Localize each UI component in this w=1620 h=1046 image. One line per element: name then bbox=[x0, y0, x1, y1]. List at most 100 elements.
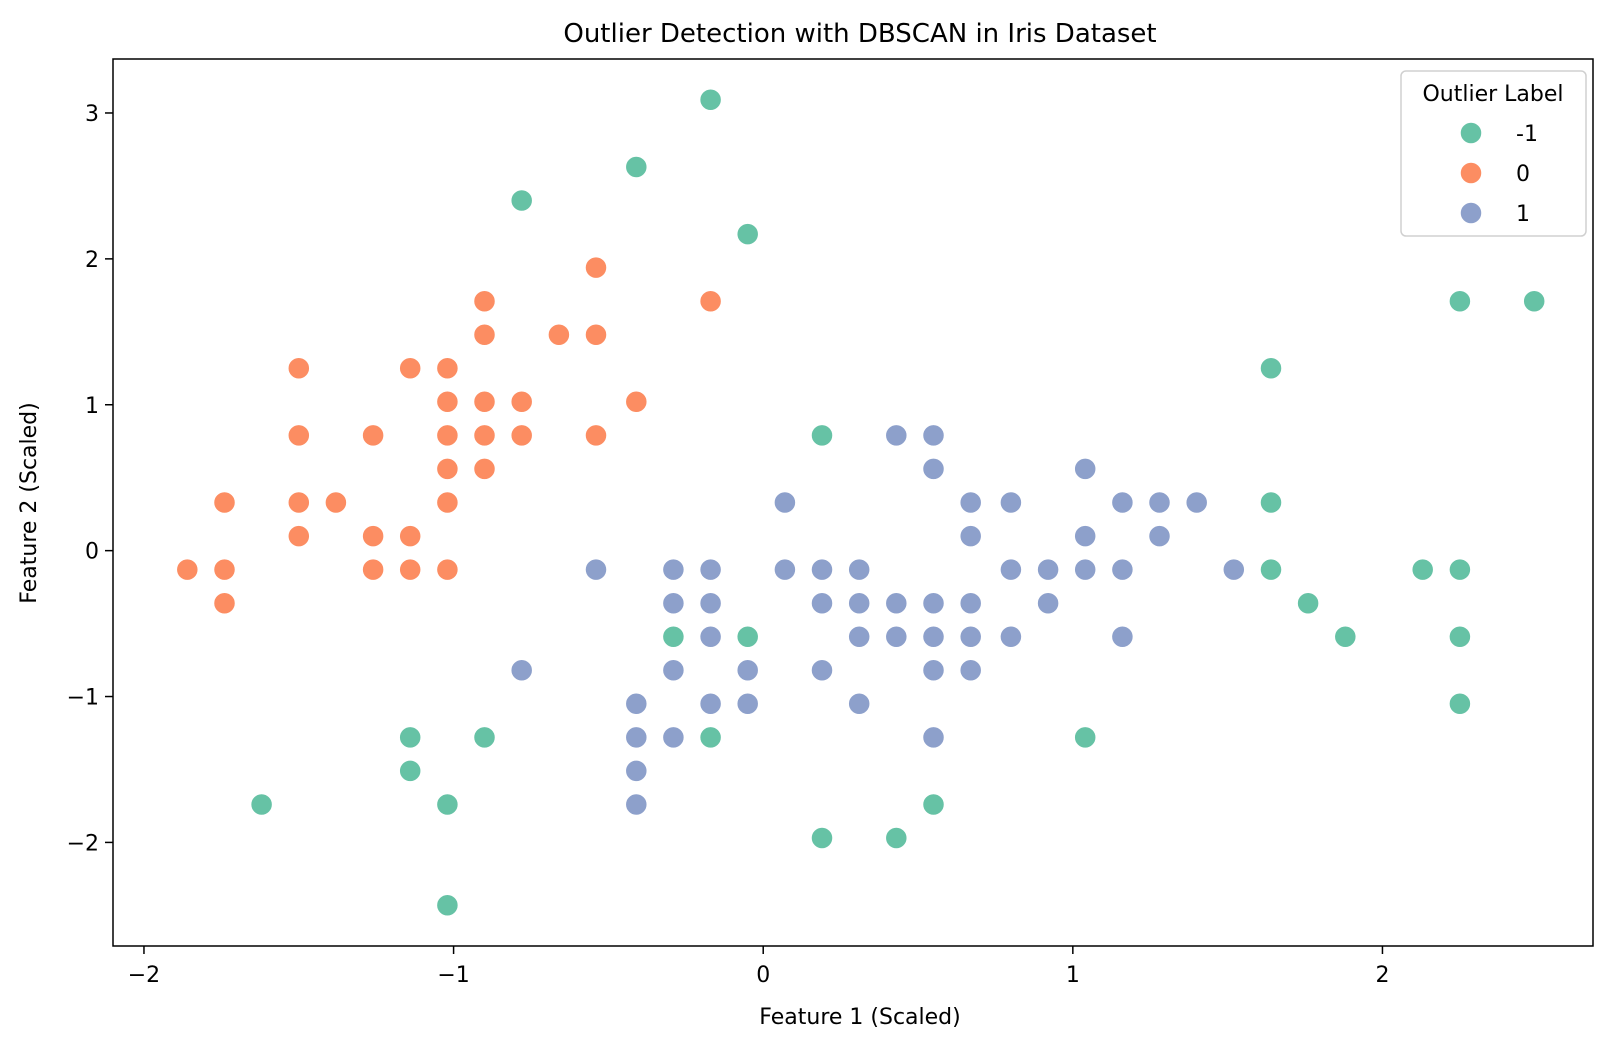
data-point bbox=[509, 390, 534, 414]
x-tick-label: 0 bbox=[756, 963, 770, 988]
data-point bbox=[287, 356, 311, 381]
data-point bbox=[1259, 490, 1283, 515]
data-point bbox=[810, 658, 834, 683]
data-point bbox=[472, 457, 497, 481]
data-point bbox=[398, 557, 422, 582]
data-point bbox=[661, 591, 686, 615]
data-point bbox=[584, 322, 608, 347]
data-point bbox=[1110, 490, 1135, 515]
data-point bbox=[212, 557, 237, 582]
data-point bbox=[1410, 557, 1435, 582]
data-point bbox=[624, 155, 649, 179]
data-point bbox=[584, 255, 608, 280]
data-point bbox=[847, 591, 871, 615]
data-point bbox=[698, 289, 723, 313]
data-point bbox=[1522, 289, 1546, 313]
x-tick-label: −2 bbox=[128, 963, 160, 988]
data-point bbox=[1110, 624, 1135, 649]
data-point bbox=[921, 725, 946, 750]
legend: Outlier Label -1 0 1 bbox=[1400, 70, 1587, 237]
x-axis: −2 −1 0 1 2 bbox=[128, 946, 1389, 988]
data-point bbox=[1073, 524, 1097, 548]
data-point bbox=[735, 222, 760, 246]
legend-label: 1 bbox=[1516, 202, 1530, 227]
data-point bbox=[698, 591, 723, 615]
data-point bbox=[361, 524, 385, 548]
data-point bbox=[324, 490, 348, 515]
data-point bbox=[999, 490, 1023, 515]
data-point bbox=[361, 423, 385, 448]
data-point bbox=[999, 557, 1023, 582]
data-point bbox=[1073, 725, 1097, 750]
y-tick-label: −1 bbox=[67, 686, 99, 711]
data-point bbox=[287, 490, 311, 515]
data-point bbox=[624, 692, 649, 716]
data-point bbox=[175, 557, 200, 582]
y-tick-label: 3 bbox=[85, 102, 99, 127]
data-point bbox=[698, 725, 723, 750]
x-tick-label: 1 bbox=[1066, 963, 1080, 988]
data-point bbox=[435, 390, 460, 414]
data-point bbox=[884, 624, 909, 649]
data-point bbox=[921, 658, 946, 683]
data-point bbox=[1448, 557, 1472, 582]
data-point bbox=[472, 725, 497, 750]
legend-marker bbox=[1459, 161, 1483, 185]
data-point bbox=[1448, 289, 1472, 313]
points-layer bbox=[175, 88, 1546, 917]
chart-title: Outlier Detection with DBSCAN in Iris Da… bbox=[563, 19, 1156, 49]
data-point bbox=[435, 356, 460, 381]
data-point bbox=[624, 792, 649, 817]
data-point bbox=[1147, 524, 1172, 548]
data-point bbox=[435, 893, 460, 917]
data-point bbox=[249, 792, 274, 817]
data-point bbox=[884, 826, 909, 850]
data-point bbox=[698, 557, 723, 582]
data-point bbox=[398, 524, 422, 548]
data-point bbox=[698, 624, 723, 649]
legend-items: -1 0 1 bbox=[1459, 121, 1538, 227]
data-point bbox=[884, 423, 909, 448]
data-point bbox=[921, 624, 946, 649]
data-point bbox=[361, 557, 385, 582]
data-point bbox=[472, 423, 497, 448]
data-point bbox=[698, 88, 723, 112]
data-point bbox=[624, 759, 649, 783]
y-axis: −2 −1 0 1 2 3 bbox=[67, 102, 113, 856]
data-point bbox=[847, 692, 871, 716]
data-point bbox=[921, 591, 946, 615]
data-point bbox=[810, 826, 834, 850]
data-point bbox=[1259, 557, 1283, 582]
y-tick-label: 2 bbox=[85, 248, 99, 273]
data-point bbox=[773, 490, 797, 515]
data-point bbox=[958, 591, 983, 615]
data-point bbox=[398, 356, 422, 381]
y-tick-label: 0 bbox=[85, 540, 99, 565]
data-point bbox=[735, 624, 760, 649]
data-point bbox=[810, 423, 834, 448]
y-axis-title: Feature 2 (Scaled) bbox=[17, 402, 42, 603]
data-point bbox=[958, 524, 983, 548]
legend-title: Outlier Label bbox=[1422, 82, 1563, 107]
y-tick-label: 1 bbox=[85, 394, 99, 419]
data-point bbox=[847, 624, 871, 649]
data-point bbox=[1110, 557, 1135, 582]
data-point bbox=[958, 490, 983, 515]
data-point bbox=[1448, 692, 1472, 716]
data-point bbox=[921, 792, 946, 817]
data-point bbox=[661, 725, 686, 750]
data-point bbox=[1036, 557, 1060, 582]
data-point bbox=[1222, 557, 1246, 582]
legend-label: 0 bbox=[1516, 162, 1530, 187]
data-point bbox=[509, 423, 534, 448]
legend-box bbox=[1400, 70, 1587, 237]
data-point bbox=[847, 557, 871, 582]
data-point bbox=[773, 557, 797, 582]
legend-marker bbox=[1459, 201, 1483, 225]
data-point bbox=[435, 423, 460, 448]
data-point bbox=[472, 289, 497, 313]
data-point bbox=[287, 423, 311, 448]
data-point bbox=[398, 725, 422, 750]
data-point bbox=[212, 591, 237, 615]
